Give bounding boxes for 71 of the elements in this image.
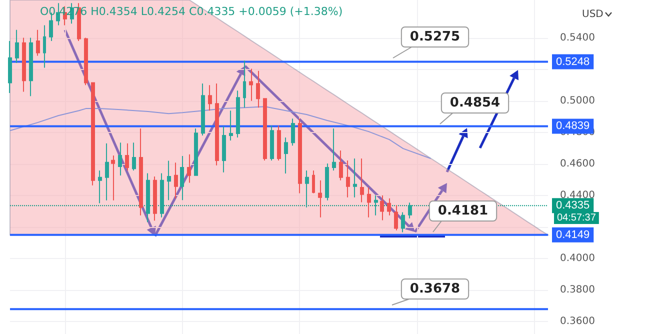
- annotation: 0.4181: [438, 204, 488, 218]
- candlestick: [401, 212, 405, 233]
- candlestick: [84, 37, 88, 86]
- ref-line-label: 0.5248: [556, 56, 590, 68]
- candlestick: [43, 24, 46, 68]
- candlestick: [139, 128, 143, 216]
- candlestick: [353, 158, 357, 198]
- annotation: 0.4854: [450, 96, 500, 110]
- candlestick: [125, 142, 129, 171]
- candlestick: [256, 70, 260, 108]
- candlestick: [305, 170, 309, 208]
- y-tick-label: 0.5000: [560, 95, 595, 106]
- candlestick: [332, 128, 336, 171]
- candlestick: [118, 142, 122, 176]
- annotation: 0.5275: [410, 30, 460, 44]
- ref-line-label: 0.4839: [556, 120, 590, 132]
- candlestick: [215, 83, 219, 166]
- candlestick: [277, 125, 281, 162]
- y-tick-label: 0.5400: [560, 32, 595, 44]
- candlestick: [167, 160, 171, 201]
- candlestick: [387, 198, 391, 216]
- candlestick: [153, 176, 157, 222]
- candlestick: [312, 170, 315, 194]
- candlestick: [236, 90, 240, 138]
- candlestick: [394, 204, 398, 231]
- candlestick: [249, 68, 253, 102]
- candlestick: [160, 172, 164, 218]
- candlestick: [29, 37, 33, 97]
- line-series: [10, 106, 432, 159]
- candlestick: [187, 154, 191, 184]
- candlestick: [98, 170, 102, 204]
- annotation: 0.3678: [410, 282, 460, 296]
- candlestick: [243, 60, 246, 108]
- candlestick: [298, 118, 302, 194]
- candlestick: [146, 172, 150, 223]
- candlestick: [325, 163, 329, 201]
- y-tick-label: 0.3600: [560, 316, 595, 327]
- candlestick: [374, 194, 378, 216]
- candlestick: [284, 137, 288, 174]
- candlestick: [15, 29, 19, 64]
- candlestick: [208, 84, 212, 112]
- candlestick: [91, 82, 95, 186]
- y-axis-title: USD: [582, 9, 604, 20]
- y-tick-label: 0.4600: [560, 158, 595, 170]
- candlestick: [36, 29, 40, 56]
- candlestick: [194, 128, 198, 176]
- candlestick: [263, 98, 267, 162]
- ref-line-label: 0.4149: [556, 228, 590, 241]
- y-tick-label: 0.4000: [560, 252, 595, 264]
- candlestick: [105, 142, 109, 201]
- candlestick: [111, 155, 115, 201]
- ref-line-label: 0.4335: [556, 200, 590, 212]
- candlestick: [8, 40, 12, 94]
- candlestick: [229, 110, 233, 142]
- candlestick: [360, 158, 364, 203]
- candlestick: [346, 160, 350, 198]
- candlestick: [180, 155, 184, 201]
- candlestick: [291, 118, 295, 146]
- candlestick: [222, 126, 226, 173]
- text: 04:57:37: [557, 212, 596, 224]
- candlestick: [367, 186, 371, 218]
- candlestick: [201, 83, 205, 136]
- candlestick: [380, 194, 384, 221]
- y-tick-label: 0.3800: [560, 284, 595, 296]
- candlestick: [132, 142, 136, 171]
- candlestick: [408, 202, 412, 219]
- candlestick: [270, 125, 274, 162]
- candlestick: [339, 150, 343, 181]
- candlestick: [22, 37, 26, 92]
- candlestick: [174, 162, 178, 200]
- candlestick: [318, 180, 322, 218]
